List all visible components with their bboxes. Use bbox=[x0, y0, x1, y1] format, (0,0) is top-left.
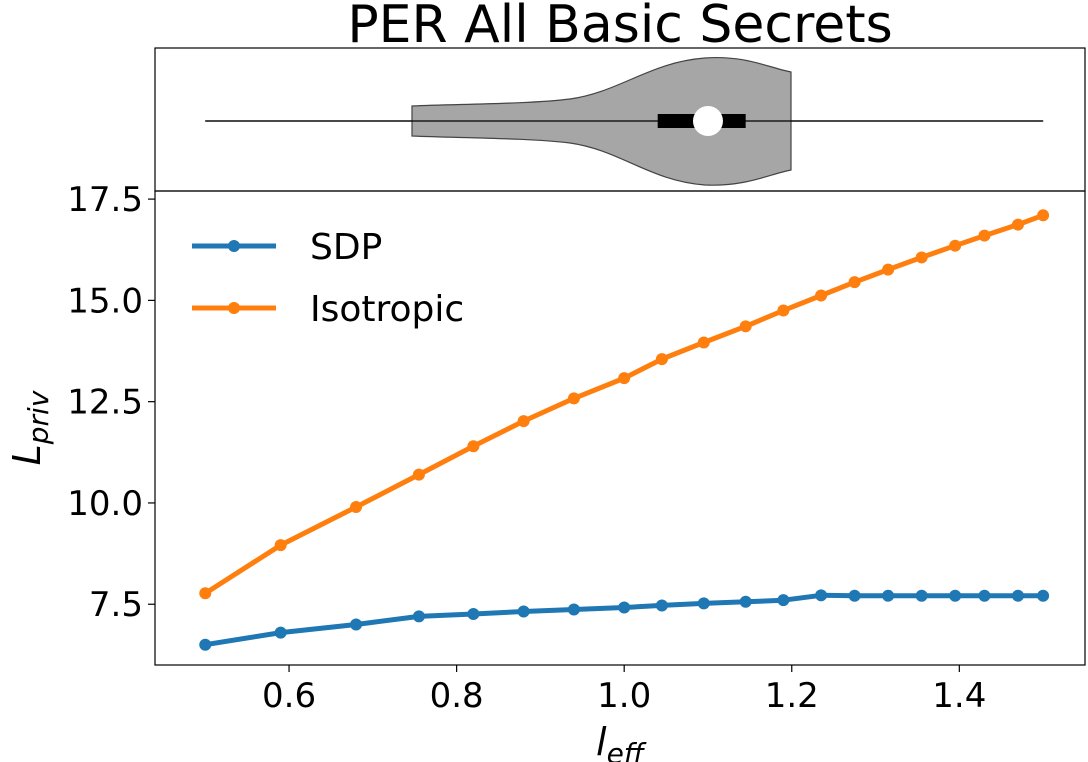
data-point-sdp bbox=[915, 589, 928, 602]
series-line-isotropic bbox=[203, 212, 1044, 596]
data-point-sdp bbox=[777, 594, 790, 607]
data-point-sdp bbox=[517, 605, 530, 618]
data-point-sdp bbox=[882, 589, 895, 602]
data-point-sdp bbox=[655, 599, 668, 612]
data-point-sdp bbox=[848, 589, 861, 602]
y-tick-label: 17.5 bbox=[67, 180, 143, 220]
y-axis-label-base: L bbox=[5, 444, 49, 465]
legend-marker-isotropic bbox=[228, 302, 240, 314]
legend-label-sdp: SDP bbox=[310, 227, 382, 268]
data-point-sdp bbox=[274, 626, 287, 639]
data-point-sdp bbox=[618, 601, 631, 614]
data-point-isotropic bbox=[567, 392, 580, 405]
legend-marker-sdp bbox=[228, 240, 240, 252]
x-tick-label: 1.4 bbox=[932, 676, 986, 716]
legend-label-isotropic: Isotropic bbox=[310, 289, 464, 330]
legend: SDP Isotropic bbox=[192, 227, 464, 330]
data-point-isotropic bbox=[848, 276, 861, 289]
y-tick-label: 12.5 bbox=[67, 383, 143, 423]
x-tick-label: 0.8 bbox=[430, 676, 484, 716]
violin-panel bbox=[154, 47, 1086, 192]
data-point-sdp bbox=[467, 607, 480, 620]
x-tick-label: 1.0 bbox=[597, 676, 651, 716]
y-tick-label: 7.5 bbox=[89, 585, 143, 625]
data-point-isotropic bbox=[777, 304, 790, 317]
x-tick-label: 1.2 bbox=[765, 676, 819, 716]
y-axis-label: Lpriv bbox=[5, 390, 55, 465]
data-point-sdp bbox=[978, 589, 991, 602]
data-point-isotropic bbox=[467, 440, 480, 453]
y-tick-label: 15.0 bbox=[67, 281, 143, 321]
data-point-isotropic bbox=[412, 468, 425, 481]
data-point-isotropic bbox=[274, 539, 287, 552]
data-point-sdp bbox=[815, 589, 828, 602]
data-point-isotropic bbox=[815, 289, 828, 302]
data-point-sdp bbox=[697, 597, 710, 610]
data-point-isotropic bbox=[882, 263, 895, 276]
data-point-isotropic bbox=[949, 239, 962, 252]
x-axis-label-sub: eff bbox=[607, 737, 647, 762]
data-point-isotropic bbox=[199, 587, 212, 600]
data-point-sdp bbox=[350, 618, 363, 631]
data-point-sdp bbox=[1037, 589, 1050, 602]
data-point-isotropic bbox=[978, 229, 991, 242]
data-point-isotropic bbox=[697, 336, 710, 349]
data-point-sdp bbox=[739, 595, 752, 608]
data-point-isotropic bbox=[739, 320, 752, 333]
data-point-sdp bbox=[412, 610, 425, 623]
data-point-isotropic bbox=[1037, 209, 1050, 222]
data-point-sdp bbox=[567, 603, 580, 616]
y-axis-label-sub: priv bbox=[22, 390, 55, 445]
violin-median-marker bbox=[692, 106, 723, 136]
data-point-isotropic bbox=[350, 501, 363, 513]
x-tick-label: 0.6 bbox=[262, 676, 316, 716]
x-axis-label-base: l bbox=[596, 720, 607, 762]
y-tick-label: 10.0 bbox=[67, 484, 143, 524]
data-point-isotropic bbox=[618, 372, 631, 385]
data-point-sdp bbox=[949, 589, 962, 602]
data-point-isotropic bbox=[655, 353, 668, 366]
line-panel: 0.6 0.8 1.0 1.2 1.4 7.5 10.0 12.5 15.0 17.5 SDP Is… bbox=[5, 180, 1086, 762]
line-plot-frame bbox=[154, 190, 1086, 666]
data-point-isotropic bbox=[915, 251, 928, 264]
x-axis-label: leff bbox=[596, 720, 647, 762]
data-point-isotropic bbox=[1011, 218, 1024, 231]
data-point-sdp bbox=[199, 638, 212, 651]
data-point-sdp bbox=[1011, 589, 1024, 602]
data-point-isotropic bbox=[517, 415, 530, 428]
chart-title: PER All Basic Secrets bbox=[347, 0, 892, 55]
